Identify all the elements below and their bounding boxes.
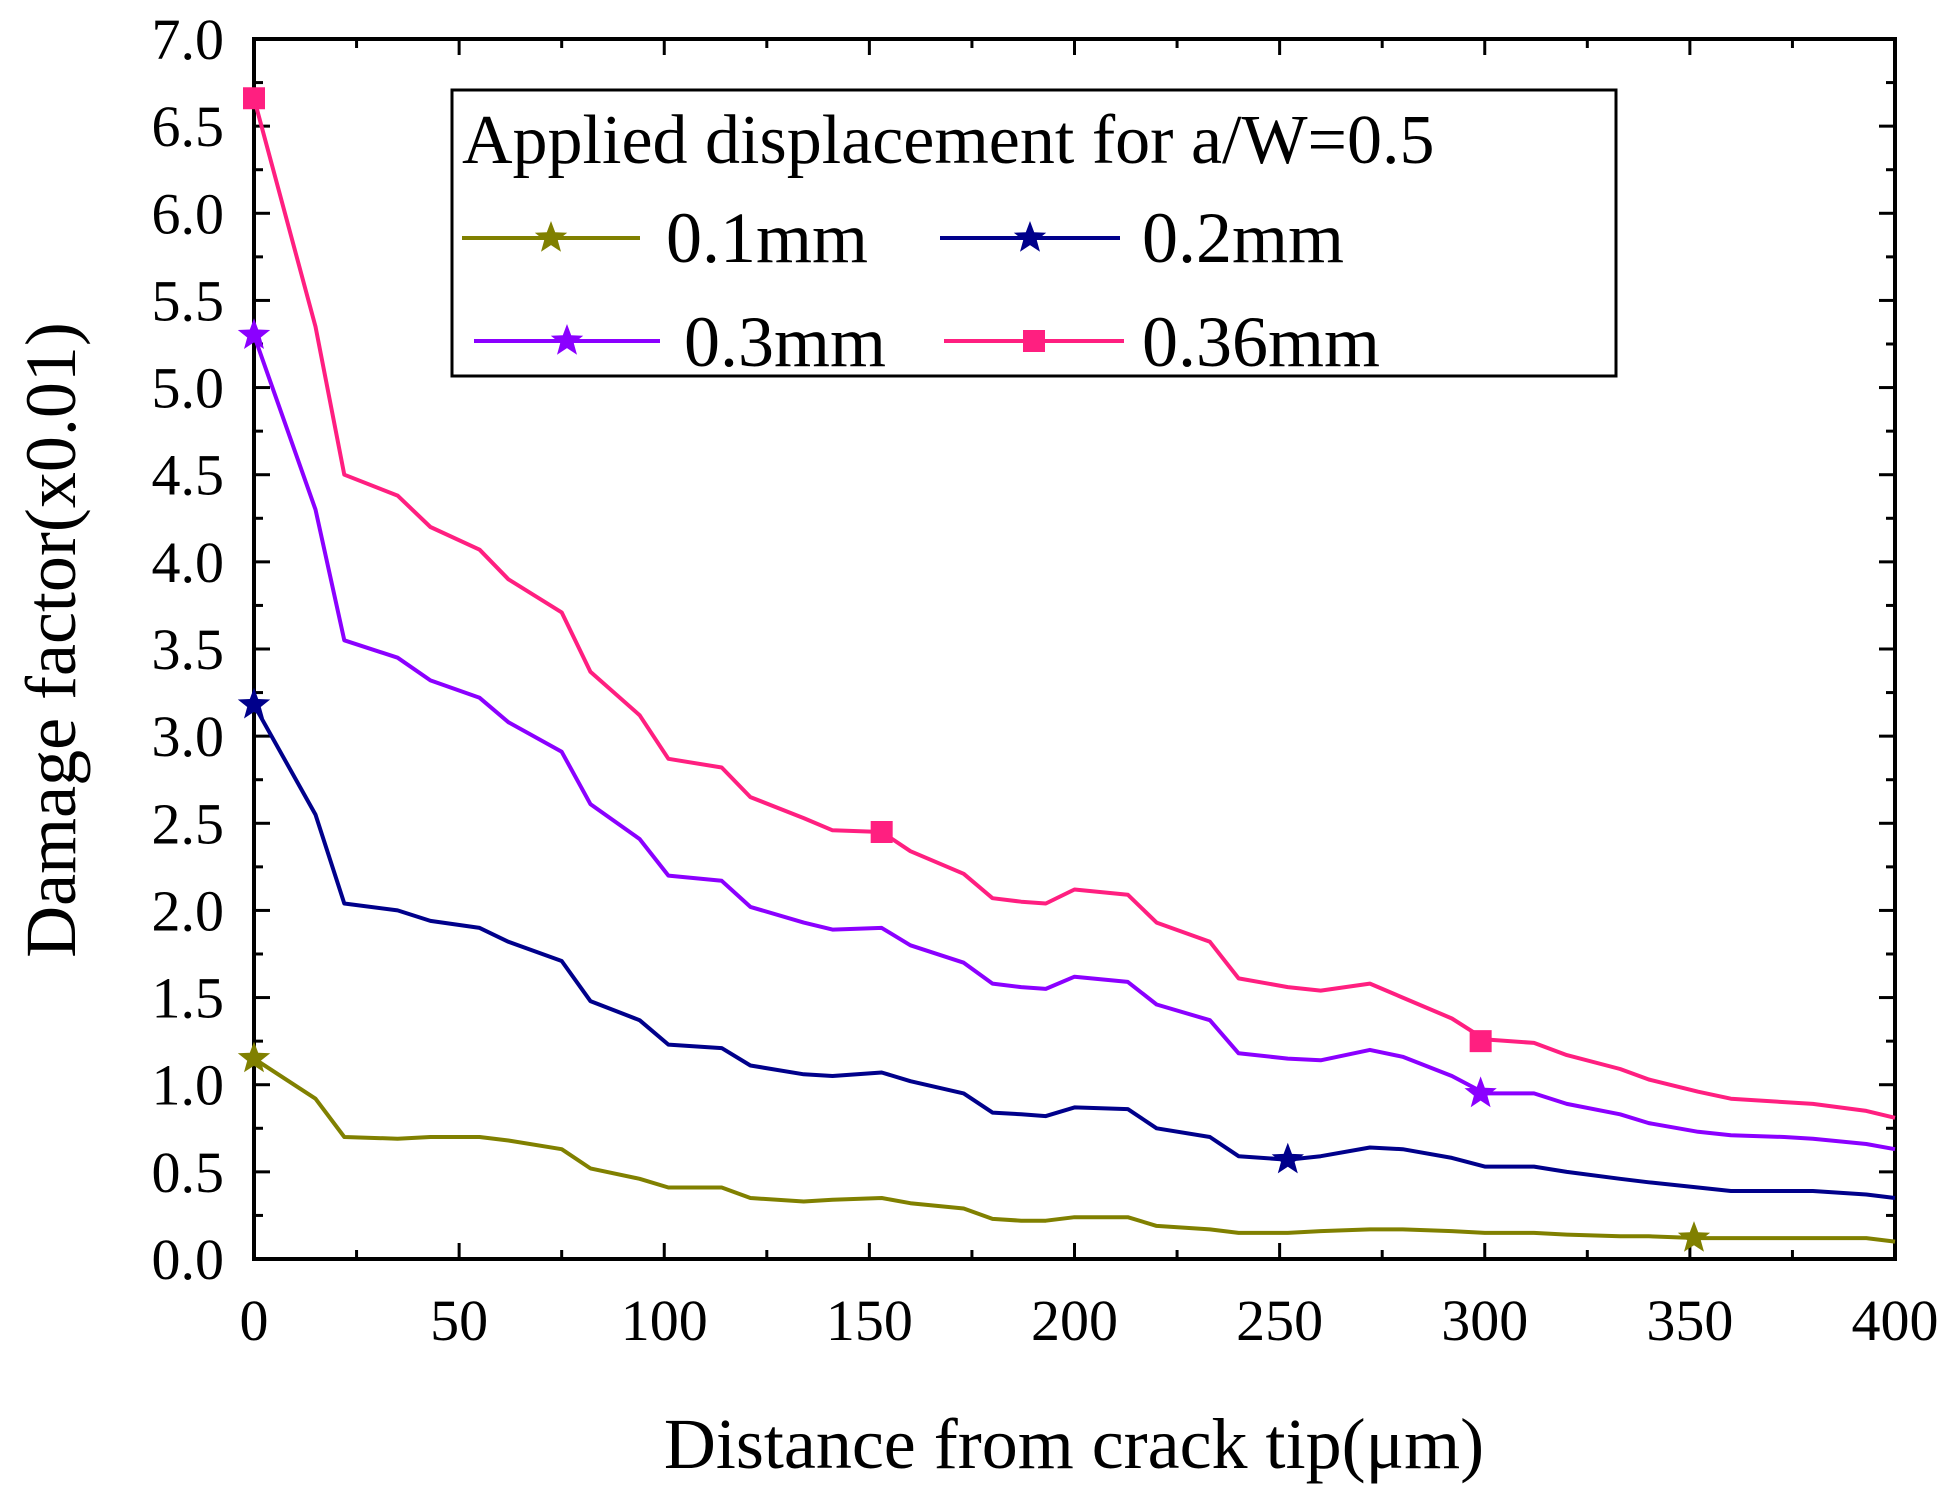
- x-tick-label: 250: [1236, 1288, 1323, 1353]
- y-tick-label: 3.5: [152, 617, 225, 682]
- y-tick-label: 6.0: [152, 181, 225, 246]
- series-line-0.3mm: [252, 334, 1896, 1152]
- y-tick-label: 7.0: [152, 7, 225, 72]
- data-point-marker-0.2mm: [237, 687, 271, 719]
- y-axis-label: Damage factor(x0.01): [11, 322, 91, 958]
- legend-marker-0.36mm: [1023, 330, 1045, 352]
- y-tick-label: 2.5: [152, 791, 225, 856]
- y-tick-label: 1.5: [152, 966, 225, 1031]
- y-tick-label: 5.0: [152, 356, 225, 421]
- y-tick-label: 0.5: [152, 1140, 225, 1205]
- x-tick-label: 150: [826, 1288, 913, 1353]
- y-tick-label: 4.0: [152, 530, 225, 595]
- data-point-marker-0.36mm: [243, 87, 265, 110]
- series-lines: [252, 97, 1896, 1244]
- y-tick-label: 2.0: [152, 878, 225, 943]
- x-axis: 0 50 100 150 200 250 300 350 400: [240, 39, 1939, 1353]
- series-line-0.2mm: [252, 703, 1896, 1200]
- legend-label-0.3mm: 0.3mm: [684, 302, 886, 382]
- legend-title: Applied displacement for a/W=0.5: [462, 102, 1435, 179]
- y-tick-label: 0.0: [152, 1227, 225, 1292]
- x-tick-label: 50: [430, 1288, 488, 1353]
- data-point-marker-0.1mm: [1677, 1221, 1711, 1252]
- y-tick-label: 4.5: [152, 443, 225, 508]
- legend-items: 0.1mm 0.2mm 0.3mm 0.36mm: [462, 198, 1380, 382]
- series-markers: [237, 87, 1711, 1252]
- legend-label-0.2mm: 0.2mm: [1142, 198, 1344, 278]
- legend-label-0.36mm: 0.36mm: [1142, 302, 1380, 382]
- x-tick-label: 400: [1852, 1288, 1939, 1353]
- x-tick-label: 300: [1441, 1288, 1528, 1353]
- legend-marker-0.2mm: [1013, 221, 1047, 252]
- y-tick-label: 5.5: [152, 268, 225, 333]
- x-tick-label: 100: [621, 1288, 708, 1353]
- x-tick-label: 350: [1646, 1288, 1733, 1353]
- data-point-marker-0.3mm: [237, 318, 271, 349]
- legend-label-0.1mm: 0.1mm: [666, 198, 868, 278]
- data-point-marker-0.1mm: [237, 1041, 271, 1073]
- data-point-marker-0.2mm: [1271, 1142, 1304, 1174]
- series-line-0.1mm: [252, 1056, 1896, 1244]
- data-point-marker-0.3mm: [1464, 1076, 1497, 1108]
- series-line-0.36mm: [252, 97, 1896, 1120]
- data-point-marker-0.36mm: [870, 821, 893, 843]
- legend: Applied displacement for a/W=0.5 0.1mm 0.…: [450, 88, 1618, 382]
- legend-marker-0.1mm: [534, 221, 568, 252]
- legend-marker-0.3mm: [550, 324, 584, 355]
- y-tick-label: 3.0: [152, 704, 225, 769]
- y-tick-label: 1.0: [152, 1053, 225, 1118]
- x-tick-label: 200: [1031, 1288, 1118, 1353]
- data-point-marker-0.36mm: [1469, 1030, 1492, 1053]
- x-axis-label: Distance from crack tip(μm): [664, 1404, 1484, 1484]
- y-tick-label: 6.5: [152, 94, 225, 159]
- x-tick-label: 0: [240, 1288, 269, 1353]
